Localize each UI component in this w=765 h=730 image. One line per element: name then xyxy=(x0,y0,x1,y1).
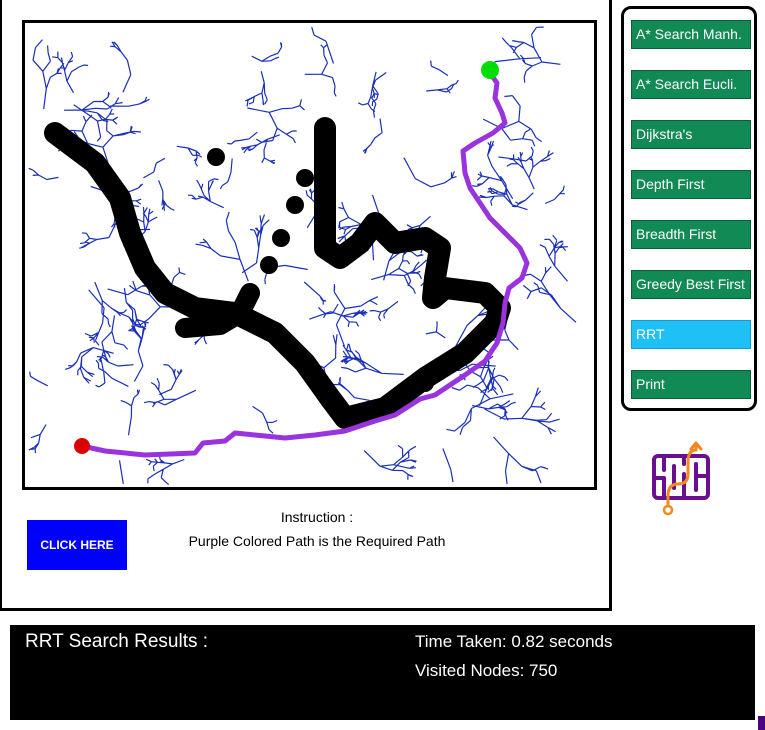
algorithm-panel: A* Search Manh. A* Search Eucli. Dijkstr… xyxy=(621,6,757,411)
obstacle-arm xyxy=(175,283,260,338)
visited-nodes: Visited Nodes: 750 xyxy=(415,661,558,680)
obstacle-dot xyxy=(296,169,314,187)
astar-manhattan-button[interactable]: A* Search Manh. xyxy=(631,20,751,49)
greedy-best-first-button[interactable]: Greedy Best First xyxy=(631,270,751,299)
corner-mark xyxy=(758,716,765,730)
obstacle-dot xyxy=(260,256,278,274)
instruction-text: Purple Colored Path is the Required Path xyxy=(188,533,446,549)
obstacle-dot xyxy=(242,284,260,302)
depth-first-button[interactable]: Depth First xyxy=(631,170,751,199)
search-canvas[interactable] xyxy=(22,20,597,490)
start-node xyxy=(481,61,499,79)
rrt-button[interactable]: RRT xyxy=(631,320,751,349)
print-button[interactable]: Print xyxy=(631,370,751,399)
search-visualization xyxy=(28,26,577,486)
obstacles xyxy=(44,117,511,429)
obstacle-dot xyxy=(272,229,290,247)
instruction-heading: Instruction : xyxy=(280,509,354,525)
obstacle-wall xyxy=(44,117,511,429)
obstacle-dot xyxy=(207,148,225,166)
dijkstra-button[interactable]: Dijkstra's xyxy=(631,120,751,149)
solution-path xyxy=(79,70,530,458)
obstacle-dot xyxy=(416,374,434,392)
results-panel: RRT Search Results : Time Taken: 0.82 se… xyxy=(10,625,755,720)
obstacle-dot xyxy=(286,196,304,214)
main-panel: CLICK HERE Instruction : Purple Colored … xyxy=(0,0,612,611)
goal-node xyxy=(74,438,90,454)
click-here-button[interactable]: CLICK HERE xyxy=(27,520,127,570)
maze-path-icon xyxy=(640,440,730,524)
breadth-first-button[interactable]: Breadth First xyxy=(631,220,751,249)
results-title: RRT Search Results : xyxy=(25,631,209,652)
astar-euclidean-button[interactable]: A* Search Eucli. xyxy=(631,70,751,99)
time-taken: Time Taken: 0.82 seconds xyxy=(415,632,613,651)
